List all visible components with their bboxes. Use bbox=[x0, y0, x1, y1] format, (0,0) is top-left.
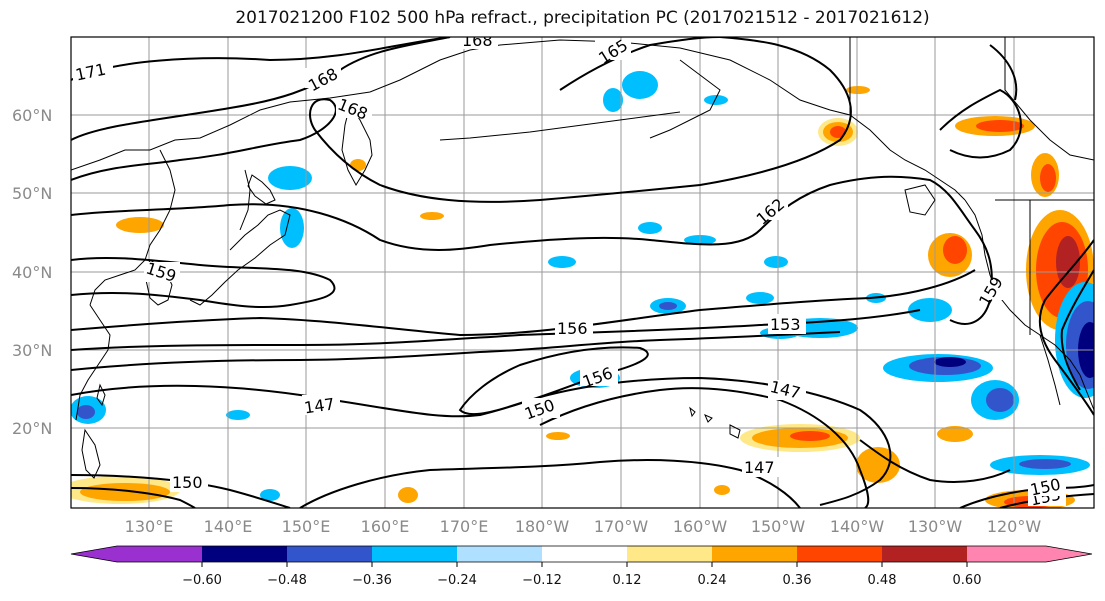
lat-label: 60°N bbox=[12, 106, 52, 125]
colorbar: −0.60 −0.48 −0.36 −0.24 −0.12 0.12 0.24 … bbox=[70, 545, 1093, 588]
colorbar-segment bbox=[457, 546, 542, 562]
precip-patch bbox=[546, 432, 570, 440]
precip-patch bbox=[790, 431, 830, 441]
coastlines bbox=[71, 37, 1094, 479]
colorbar-tick-label: 0.12 bbox=[613, 573, 642, 588]
contour-label: 168 bbox=[462, 31, 493, 50]
contour-label: 150 bbox=[172, 473, 203, 492]
lat-label: 30°N bbox=[12, 341, 52, 360]
colorbar-segment bbox=[287, 546, 372, 562]
lon-label: 170°W bbox=[594, 517, 649, 536]
colorbar-tick-label: 0.60 bbox=[953, 573, 982, 588]
colorbar-outline bbox=[70, 545, 1093, 563]
refractivity-contours bbox=[71, 37, 1094, 508]
precip-patch bbox=[116, 217, 164, 233]
precip-patch bbox=[420, 212, 444, 220]
colorbar-tick-label: 0.48 bbox=[868, 573, 897, 588]
precip-patch bbox=[764, 256, 788, 268]
precip-patch bbox=[856, 447, 900, 483]
precip-patch bbox=[937, 426, 973, 442]
precip-patch bbox=[603, 88, 623, 112]
colorbar-segment bbox=[797, 546, 882, 562]
colorbar-segment bbox=[967, 546, 1046, 562]
precip-patch bbox=[943, 236, 967, 264]
precip-patch bbox=[986, 388, 1014, 412]
lat-label: 40°N bbox=[12, 263, 52, 282]
colorbar-tick-label: 0.36 bbox=[783, 573, 812, 588]
contour-label: 153 bbox=[770, 315, 801, 334]
colorbar-segment bbox=[882, 546, 967, 562]
lon-label: 160°E bbox=[361, 517, 410, 536]
precip-patch bbox=[80, 483, 170, 501]
precip-patch bbox=[622, 71, 658, 99]
precip-patch bbox=[830, 126, 846, 138]
map-frame bbox=[70, 36, 1095, 509]
precip-patch bbox=[280, 208, 304, 248]
precip-patch bbox=[704, 95, 728, 105]
precip-patch bbox=[714, 485, 730, 495]
lon-label: 140°W bbox=[830, 517, 885, 536]
colorbar-tick-label: −0.48 bbox=[267, 573, 307, 588]
contour-label: 147 bbox=[303, 394, 336, 417]
colorbar-segment bbox=[202, 546, 287, 562]
lon-label: 120°W bbox=[987, 517, 1042, 536]
precip-patch bbox=[77, 405, 95, 419]
precip-patch bbox=[934, 357, 966, 367]
precip-patch bbox=[976, 120, 1024, 132]
lat-label: 20°N bbox=[12, 419, 52, 438]
lon-label: 140°E bbox=[204, 517, 253, 536]
precip-patch bbox=[846, 86, 870, 94]
precip-shading bbox=[71, 71, 1094, 508]
colorbar-segment bbox=[117, 546, 202, 562]
contour-labels: 171 168 168 165 162 159 159 156 156 153 bbox=[73, 31, 1066, 508]
lon-label: 130°E bbox=[125, 517, 174, 536]
lon-label: 180°W bbox=[515, 517, 570, 536]
colorbar-tick-label: 0.24 bbox=[698, 573, 727, 588]
precip-patch bbox=[659, 302, 677, 310]
contour-label: 147 bbox=[744, 458, 775, 477]
precip-patch bbox=[746, 292, 774, 304]
longitude-labels: 130°E 140°E 150°E 160°E 170°E 180°W 170°… bbox=[125, 517, 1042, 536]
colorbar-segment bbox=[627, 546, 712, 562]
precip-patch bbox=[1056, 236, 1080, 288]
precip-patch bbox=[226, 410, 250, 420]
colorbar-tick-label: −0.12 bbox=[522, 573, 562, 588]
colorbar-tick-label: −0.24 bbox=[437, 573, 477, 588]
colorbar-segment bbox=[542, 546, 627, 562]
colorbar-segment bbox=[712, 546, 797, 562]
lat-label: 50°N bbox=[12, 184, 52, 203]
precip-patch bbox=[1040, 164, 1056, 192]
colorbar-tick-label: −0.60 bbox=[182, 573, 222, 588]
lon-label: 170°E bbox=[440, 517, 489, 536]
precip-patch bbox=[268, 166, 312, 190]
precip-patch bbox=[260, 489, 280, 501]
precip-patch bbox=[1019, 459, 1071, 469]
colorbar-tick-label: −0.36 bbox=[352, 573, 392, 588]
lon-label: 130°W bbox=[908, 517, 963, 536]
lon-label: 150°E bbox=[282, 517, 331, 536]
colorbar-segment bbox=[372, 546, 457, 562]
lon-label: 150°W bbox=[751, 517, 806, 536]
figure-title: 2017021200 F102 500 hPa refract., precip… bbox=[235, 8, 930, 28]
contour-label: 156 bbox=[557, 319, 588, 338]
precip-patch bbox=[548, 256, 576, 268]
precip-patch bbox=[908, 298, 952, 322]
precip-patch bbox=[638, 222, 662, 234]
latitude-labels: 60°N 50°N 40°N 30°N 20°N bbox=[12, 106, 52, 438]
lon-label: 160°W bbox=[673, 517, 728, 536]
colorbar-extend-low bbox=[71, 546, 117, 562]
precip-patch bbox=[350, 159, 366, 171]
precip-patch bbox=[398, 487, 418, 503]
colorbar-extend-high bbox=[1046, 546, 1092, 562]
